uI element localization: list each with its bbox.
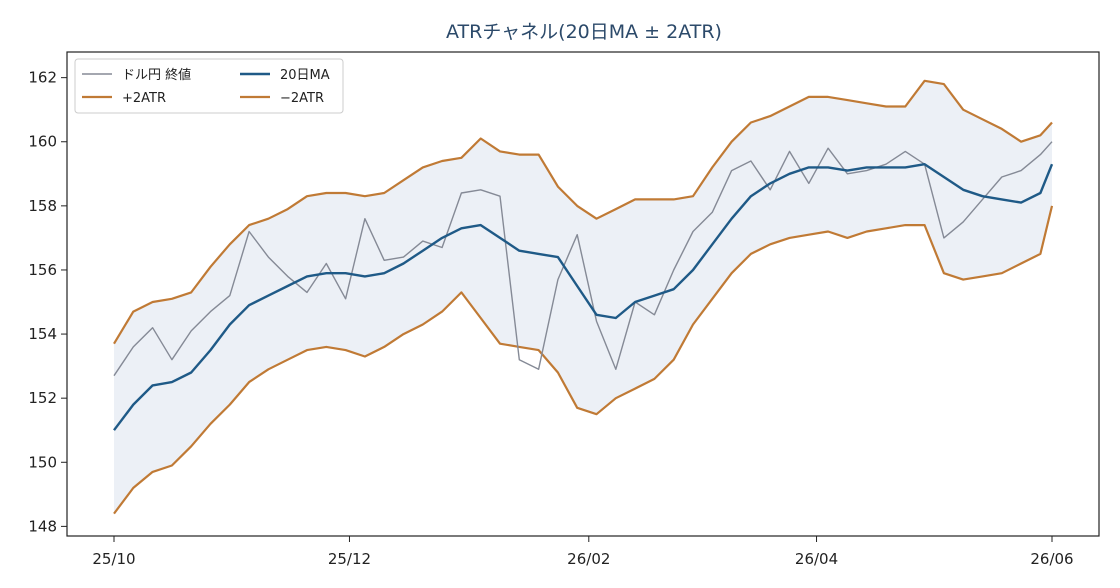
x-tick-label-3: 26/04 (795, 550, 838, 568)
y-tick-label-0: 148 (28, 517, 57, 535)
x-tick-label-0: 25/10 (92, 550, 135, 568)
series-line-1 (113, 162, 1054, 431)
y-tick-label-5: 158 (28, 197, 57, 215)
series-line-3 (113, 205, 1054, 515)
x-tick-label-2: 26/02 (567, 550, 610, 568)
legend-box (74, 58, 344, 114)
y-tick-label-1: 150 (28, 453, 57, 471)
y-tick-label-2: 152 (28, 389, 57, 407)
y-tick-label-3: 154 (28, 325, 57, 343)
y-tick-label-7: 162 (28, 69, 57, 87)
x-tick-label-4: 26/06 (1030, 550, 1073, 568)
legend-label-3: −2ATR (280, 91, 324, 106)
plot-area (113, 79, 1054, 515)
plot-frame (66, 51, 1100, 537)
legend-label-0: ドル円 終値 (122, 67, 191, 83)
y-tick-label-4: 156 (28, 261, 57, 279)
channel-band (114, 80, 1052, 514)
series-line-0 (113, 141, 1053, 377)
legend-label-1: 20日MA (280, 68, 330, 83)
y-axis: 148 150 152 154 156 158 160 162 (28, 69, 67, 535)
x-tick-label-1: 25/12 (328, 550, 371, 568)
series-line-2 (113, 79, 1053, 345)
legend-label-2: +2ATR (122, 91, 166, 106)
y-tick-label-6: 160 (28, 133, 57, 151)
x-axis: 25/10 25/12 26/02 26/04 26/06 (92, 536, 1074, 568)
chart-title: ATRチャネル(20日MA ± 2ATR) (446, 21, 722, 43)
legend: ドル円 終値 20日MA +2ATR −2ATR (74, 58, 344, 114)
